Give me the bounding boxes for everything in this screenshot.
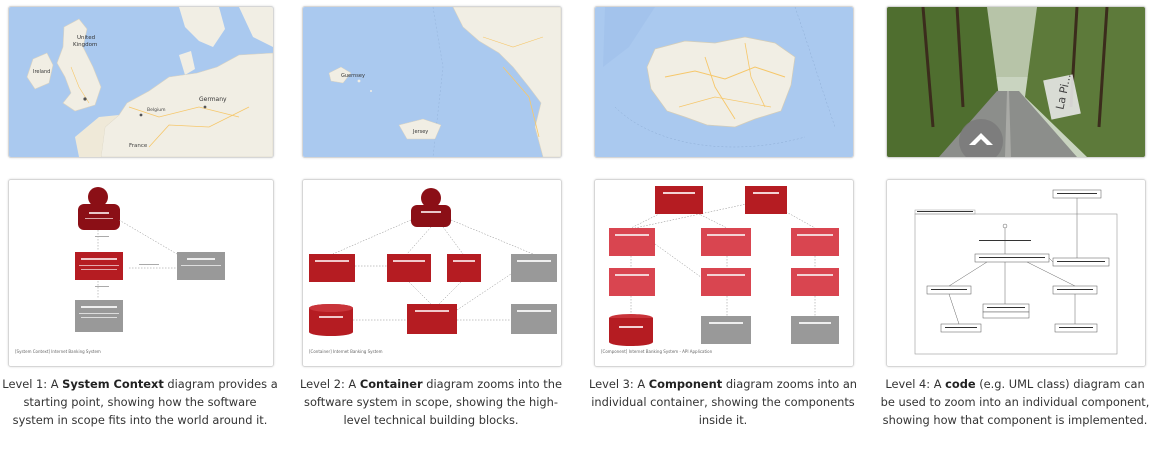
map-channel-image: Guernsey Jersey xyxy=(303,7,561,157)
container-diagram-image xyxy=(303,180,561,366)
component-diagram-image xyxy=(595,180,853,366)
street-view-thumbnail[interactable]: La Pi... xyxy=(886,6,1146,158)
caption-level-4: Level 4: A code (e.g. UML class) diagram… xyxy=(880,377,1150,427)
diagram-container[interactable]: [Container] Internet Banking System xyxy=(302,179,562,367)
svg-text:Kingdom: Kingdom xyxy=(73,42,97,48)
label-uk: United xyxy=(77,35,95,41)
map-europe-image: United Kingdom Ireland Germany Belgium F… xyxy=(9,7,273,157)
code-diagram-image xyxy=(887,180,1145,366)
label-guernsey: Guernsey xyxy=(341,73,365,79)
diagram-system-context[interactable]: [System Context] Internet Banking System xyxy=(8,179,274,367)
map-channel-islands-thumbnail[interactable]: Guernsey Jersey xyxy=(302,6,562,158)
caption-level-2: Level 2: A Container diagram zooms into … xyxy=(300,377,562,427)
caption-level-3: Level 3: A Component diagram zooms into … xyxy=(588,377,858,427)
label-jersey: Jersey xyxy=(412,129,428,135)
diagram-code-uml[interactable] xyxy=(886,179,1146,367)
street-view-image: La Pi... xyxy=(887,7,1145,157)
diagram-footer-component: [Component] Internet Banking System - AP… xyxy=(601,349,713,354)
label-ie: Ireland xyxy=(33,69,50,75)
caption-level-2-bold: Container xyxy=(359,377,423,391)
diagram-footer-container: [Container] Internet Banking System xyxy=(309,349,383,354)
label-de: Germany xyxy=(199,96,227,103)
system-context-diagram-image xyxy=(9,180,273,366)
caption-level-4-bold: code xyxy=(945,377,976,391)
caption-level-1-bold: System Context xyxy=(62,377,164,391)
label-fr: France xyxy=(129,143,148,149)
caption-level-3-bold: Component xyxy=(648,377,723,391)
diagram-footer-context: [System Context] Internet Banking System xyxy=(15,349,101,354)
label-be: Belgium xyxy=(147,107,165,113)
map-jersey-image xyxy=(595,7,853,157)
map-jersey-thumbnail[interactable] xyxy=(594,6,854,158)
caption-level-1: Level 1: A System Context diagram provid… xyxy=(2,377,278,427)
map-europe-thumbnail[interactable]: United Kingdom Ireland Germany Belgium F… xyxy=(8,6,274,158)
diagram-component[interactable]: [Component] Internet Banking System - AP… xyxy=(594,179,854,367)
